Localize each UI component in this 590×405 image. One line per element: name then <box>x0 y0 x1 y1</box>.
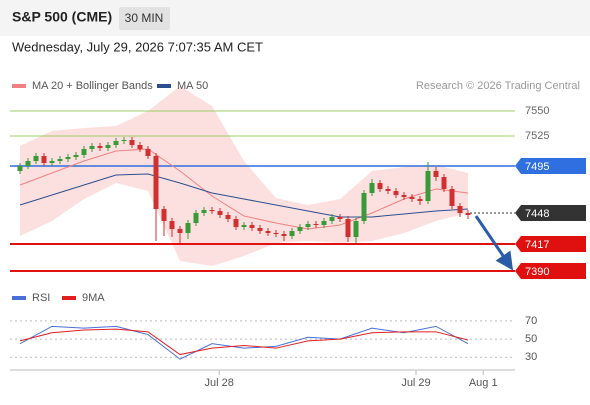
legend-label: 9MA <box>82 292 105 304</box>
candle-body <box>313 224 319 225</box>
level-label: 7448 <box>525 208 549 220</box>
source: Research © 2026 Trading Central <box>416 80 580 92</box>
candle-body <box>281 234 287 236</box>
candle-body <box>65 157 71 159</box>
x-tick-label: Aug 1 <box>469 377 498 389</box>
chart-title: S&P 500 (CME) <box>12 9 112 25</box>
legend-swatch <box>12 84 26 88</box>
candle-body <box>153 156 159 209</box>
x-tick-label: Jul 28 <box>205 377 234 389</box>
candle-body <box>25 161 31 166</box>
candle-body <box>337 217 343 219</box>
y-tick-label: 30 <box>525 351 537 363</box>
candle-body <box>137 145 143 149</box>
candle-body <box>49 161 55 163</box>
level-tag <box>515 205 586 221</box>
candle-body <box>361 193 367 221</box>
candle-body <box>345 219 351 237</box>
candle-body <box>169 221 175 229</box>
y-tick-label: 50 <box>525 333 537 345</box>
candle-body <box>81 149 87 155</box>
series-line <box>19 328 469 356</box>
candle-body <box>265 231 271 233</box>
legend-swatch <box>62 296 76 300</box>
candle-body <box>17 166 23 171</box>
candle-body <box>353 221 359 237</box>
level-label: 7550 <box>525 105 549 117</box>
timeframe: 30 MIN <box>125 11 164 25</box>
ma-line <box>19 148 469 230</box>
candle-body <box>241 225 247 227</box>
candle-body <box>425 171 431 201</box>
candle-body <box>377 183 383 189</box>
candle-body <box>417 199 423 201</box>
level-label: 7525 <box>525 130 549 142</box>
candle-body <box>73 155 79 157</box>
candle-body <box>393 191 399 195</box>
candle-body <box>97 146 103 148</box>
series-line <box>19 325 469 360</box>
level-label: 7390 <box>525 266 549 278</box>
candle-body <box>233 219 239 227</box>
candle-body <box>369 183 375 193</box>
candle-body <box>409 197 415 199</box>
candle-body <box>329 217 335 221</box>
header-bar <box>0 0 590 36</box>
candle-body <box>89 146 95 149</box>
candle-body <box>185 223 191 233</box>
candle-body <box>193 213 199 223</box>
level-tag <box>515 158 586 174</box>
candle-body <box>441 177 447 189</box>
candle-body <box>449 189 455 206</box>
legend-label: MA 50 <box>177 80 208 92</box>
candle-body <box>217 211 223 215</box>
candle-body <box>209 210 215 211</box>
candle-body <box>129 140 135 145</box>
candle-body <box>289 231 295 236</box>
candle-body <box>161 209 167 221</box>
candle-body <box>297 227 303 231</box>
legend-label: RSI <box>32 292 50 304</box>
candle-body <box>465 213 471 215</box>
candle-body <box>457 206 463 213</box>
candle-body <box>105 145 111 148</box>
y-tick-label: 70 <box>525 315 537 327</box>
candle-body <box>257 228 263 231</box>
candle-body <box>113 141 119 145</box>
ma-line <box>19 173 469 218</box>
candle-body <box>57 159 63 161</box>
legend-swatch <box>157 84 171 88</box>
candle-body <box>41 156 47 163</box>
legend-label: MA 20 + Bollinger Bands <box>32 80 153 92</box>
candle-body <box>273 233 279 234</box>
level-tag <box>515 236 586 252</box>
candle-body <box>305 224 311 227</box>
candle-body <box>177 229 183 233</box>
candle-body <box>145 149 151 156</box>
candle-body <box>401 195 407 197</box>
timeframe-box <box>119 7 170 30</box>
candle-body <box>201 210 207 213</box>
level-tag <box>515 263 586 279</box>
legend-swatch <box>12 296 26 300</box>
candle-body <box>385 189 391 191</box>
bollinger-band <box>20 86 468 266</box>
level-label: 7417 <box>525 239 549 251</box>
candle-body <box>121 140 127 141</box>
candle-body <box>33 156 39 161</box>
date: Wednesday, July 29, 2026 7:07:35 AM CET <box>12 39 263 54</box>
candle-body <box>321 221 327 225</box>
candle-body <box>249 225 255 228</box>
candle-body <box>225 215 231 219</box>
candle-body <box>433 171 439 177</box>
forecast-arrow <box>474 215 514 271</box>
level-label: 7495 <box>525 161 549 173</box>
x-tick-label: Jul 29 <box>401 377 430 389</box>
